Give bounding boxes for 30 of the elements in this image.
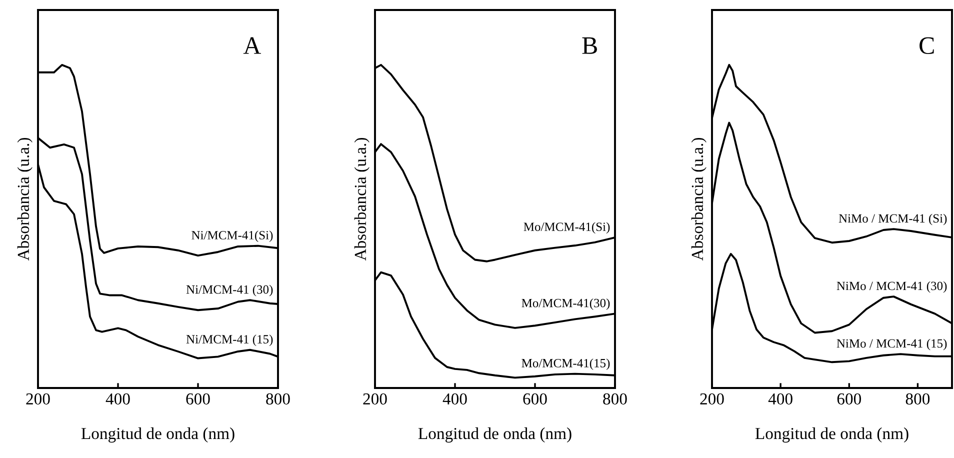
x-tick-label: 800: [906, 393, 930, 405]
chart-title: A: [243, 37, 262, 54]
series-label: Mo/MCM-41(30): [522, 298, 610, 310]
x-tick-label: 400: [768, 393, 792, 405]
x-tick-label: 800: [603, 393, 627, 405]
x-axis-title: Longitud de onda (nm): [418, 427, 572, 443]
y-axis-title: Absorbancia (u.a.): [354, 138, 370, 261]
y-axis-title: Absorbancia (u.a.): [691, 138, 706, 261]
series-label: Ni/MCM-41(Si): [192, 230, 273, 242]
series-label: Ni/MCM-41 (15): [186, 334, 273, 346]
x-tick-label: 200: [363, 393, 387, 405]
y-axis-title: Absorbancia (u.a.): [17, 138, 32, 261]
x-tick-label: 200: [26, 393, 50, 405]
series-label: NiMo / MCM-41 (Si): [838, 214, 947, 226]
x-tick-label: 800: [266, 393, 290, 405]
chart-title: B: [582, 37, 597, 54]
x-tick-label: 200: [700, 393, 724, 405]
series-label: Mo/MCM-41(Si): [524, 222, 610, 234]
x-axis-title: Longitud de onda (nm): [81, 427, 234, 443]
chart-title: C: [920, 37, 934, 54]
x-tick-label: 400: [106, 393, 130, 405]
x-tick-label: 600: [186, 393, 210, 405]
x-axis-title: Longitud de onda (nm): [755, 427, 908, 443]
x-tick-label: 400: [442, 393, 467, 405]
x-tick-label: 600: [837, 393, 862, 405]
series-label: NiMo / MCM-41 (15): [836, 338, 947, 350]
series-label: Ni/MCM-41 (30): [186, 284, 273, 296]
x-tick-label: 600: [523, 393, 547, 405]
series-label: Mo/MCM-41(15): [522, 358, 610, 370]
series-label: NiMo / MCM-41 (30): [836, 281, 947, 293]
